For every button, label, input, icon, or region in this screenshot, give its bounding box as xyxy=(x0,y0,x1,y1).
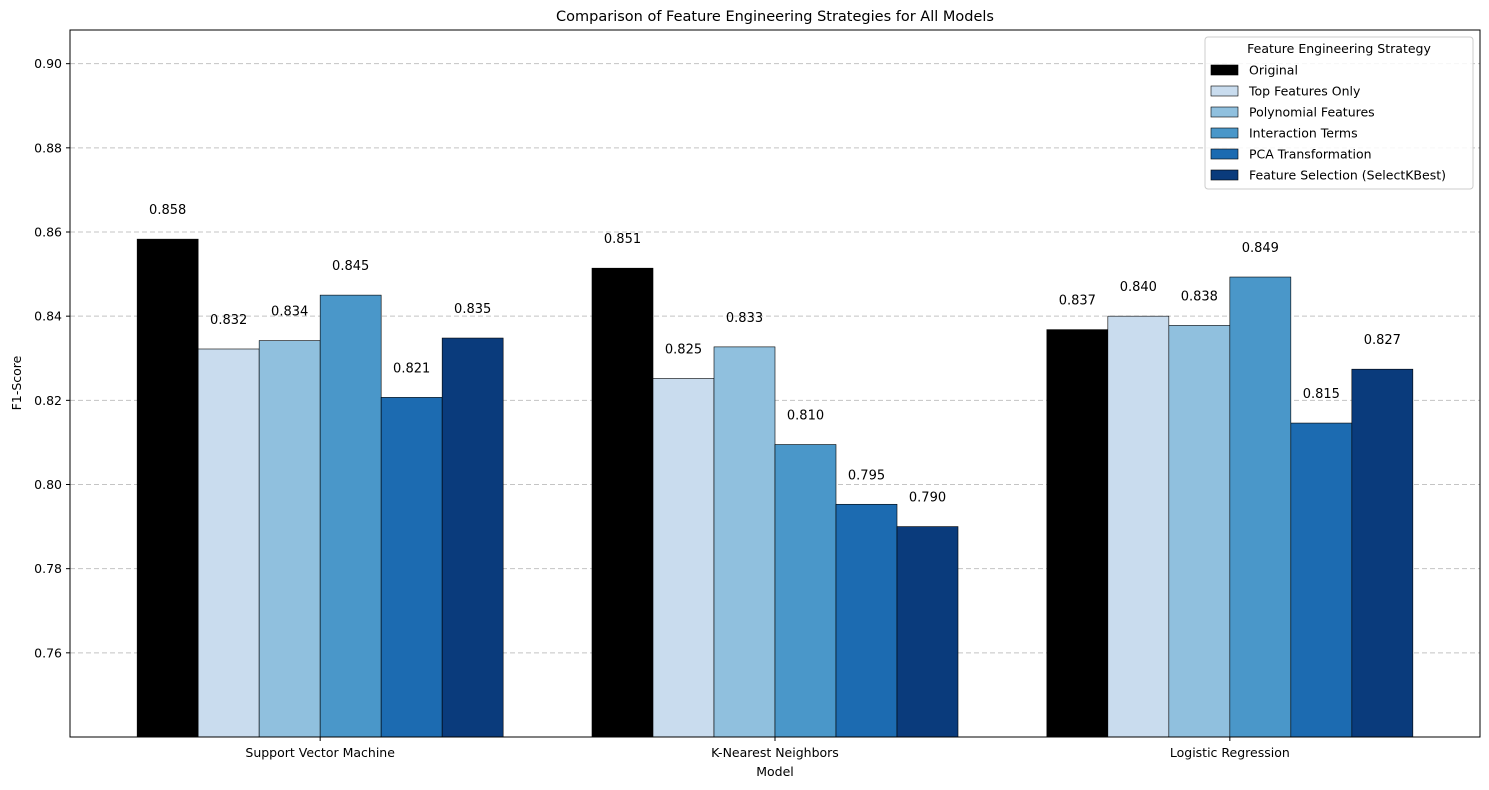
bar xyxy=(258,340,321,738)
bar xyxy=(835,503,898,738)
data-label: 0.815 xyxy=(1303,387,1340,402)
bar xyxy=(1046,329,1109,738)
chart-title: Comparison of Feature Engineering Strate… xyxy=(556,9,994,25)
legend-label: Original xyxy=(1249,63,1298,78)
x-axis-label: Model xyxy=(756,764,794,779)
legend-item: Polynomial Features xyxy=(1210,105,1375,120)
bar xyxy=(441,337,504,738)
data-label: 0.835 xyxy=(454,302,491,317)
bar xyxy=(1168,325,1231,738)
bar xyxy=(652,378,715,738)
data-label: 0.795 xyxy=(848,468,885,483)
y-tick-label: 0.84 xyxy=(34,309,62,324)
legend-label: Top Features Only xyxy=(1248,84,1361,99)
data-label: 0.821 xyxy=(393,361,430,376)
data-label: 0.838 xyxy=(1181,289,1218,304)
bar xyxy=(713,346,776,738)
data-label: 0.858 xyxy=(149,203,186,218)
legend-swatch xyxy=(1210,106,1239,118)
y-tick-label: 0.86 xyxy=(34,225,62,240)
y-axis-label: F1-Score xyxy=(9,355,24,410)
legend-swatch xyxy=(1210,148,1239,160)
y-tick-label: 0.80 xyxy=(34,477,62,492)
data-label: 0.825 xyxy=(665,342,702,357)
legend-swatch xyxy=(1210,64,1239,76)
bar xyxy=(136,238,199,738)
legend-title: Feature Engineering Strategy xyxy=(1247,41,1431,56)
legend-label: Feature Selection (SelectKBest) xyxy=(1249,168,1446,183)
bar xyxy=(591,267,654,738)
y-tick-label: 0.88 xyxy=(34,140,62,155)
legend-item: Top Features Only xyxy=(1210,84,1361,99)
bar xyxy=(319,294,382,738)
legend-item: Original xyxy=(1210,63,1298,78)
x-tick-label: Logistic Regression xyxy=(1170,745,1290,760)
legend-label: PCA Transformation xyxy=(1249,147,1372,162)
legend-swatch xyxy=(1210,127,1239,139)
legend-item: PCA Transformation xyxy=(1210,147,1372,162)
legend-box xyxy=(1204,36,1474,190)
x-tick-label: Support Vector Machine xyxy=(245,745,395,760)
y-tick-label: 0.82 xyxy=(34,393,62,408)
y-axis-ticks: 0.76 0.78 0.80 0.82 0.84 0.86 0.88 0.90 xyxy=(34,56,70,660)
bar xyxy=(197,348,260,738)
bar xyxy=(896,526,959,738)
data-label: 0.827 xyxy=(1364,333,1401,348)
data-label: 0.833 xyxy=(726,311,763,326)
data-label: 0.851 xyxy=(604,232,641,247)
bar xyxy=(1229,276,1292,738)
data-label: 0.845 xyxy=(332,259,369,274)
bar xyxy=(380,397,443,738)
data-label: 0.810 xyxy=(787,409,824,424)
x-tick-label: K-Nearest Neighbors xyxy=(711,745,839,760)
data-label: 0.840 xyxy=(1120,280,1157,295)
legend: Feature Engineering Strategy Original Top… xyxy=(1204,36,1474,190)
bar xyxy=(1107,315,1170,738)
data-labels: 0.858 0.832 0.834 0.845 0.821 0.835 0.851 0.825… xyxy=(149,203,1401,505)
data-label: 0.790 xyxy=(909,491,946,506)
legend-items: Original Top Features Only Polynomial Feat… xyxy=(1210,63,1446,183)
y-tick-label: 0.76 xyxy=(34,645,62,660)
bars xyxy=(136,238,1414,738)
y-tick-label: 0.90 xyxy=(34,56,62,71)
x-axis-ticks: Support Vector Machine K-Nearest Neighbor… xyxy=(245,737,1290,760)
bar xyxy=(1351,368,1414,738)
data-label: 0.832 xyxy=(210,313,247,328)
data-label: 0.849 xyxy=(1242,241,1279,256)
legend-swatch xyxy=(1210,169,1239,181)
bar xyxy=(1290,422,1353,738)
y-tick-label: 0.78 xyxy=(34,561,62,576)
data-label: 0.837 xyxy=(1059,294,1096,309)
legend-swatch xyxy=(1210,85,1239,97)
legend-label: Polynomial Features xyxy=(1249,105,1375,120)
bar xyxy=(774,444,837,738)
legend-item: Feature Selection (SelectKBest) xyxy=(1210,168,1446,183)
legend-label: Interaction Terms xyxy=(1249,126,1358,141)
data-label: 0.834 xyxy=(271,305,308,320)
legend-item: Interaction Terms xyxy=(1210,126,1358,141)
